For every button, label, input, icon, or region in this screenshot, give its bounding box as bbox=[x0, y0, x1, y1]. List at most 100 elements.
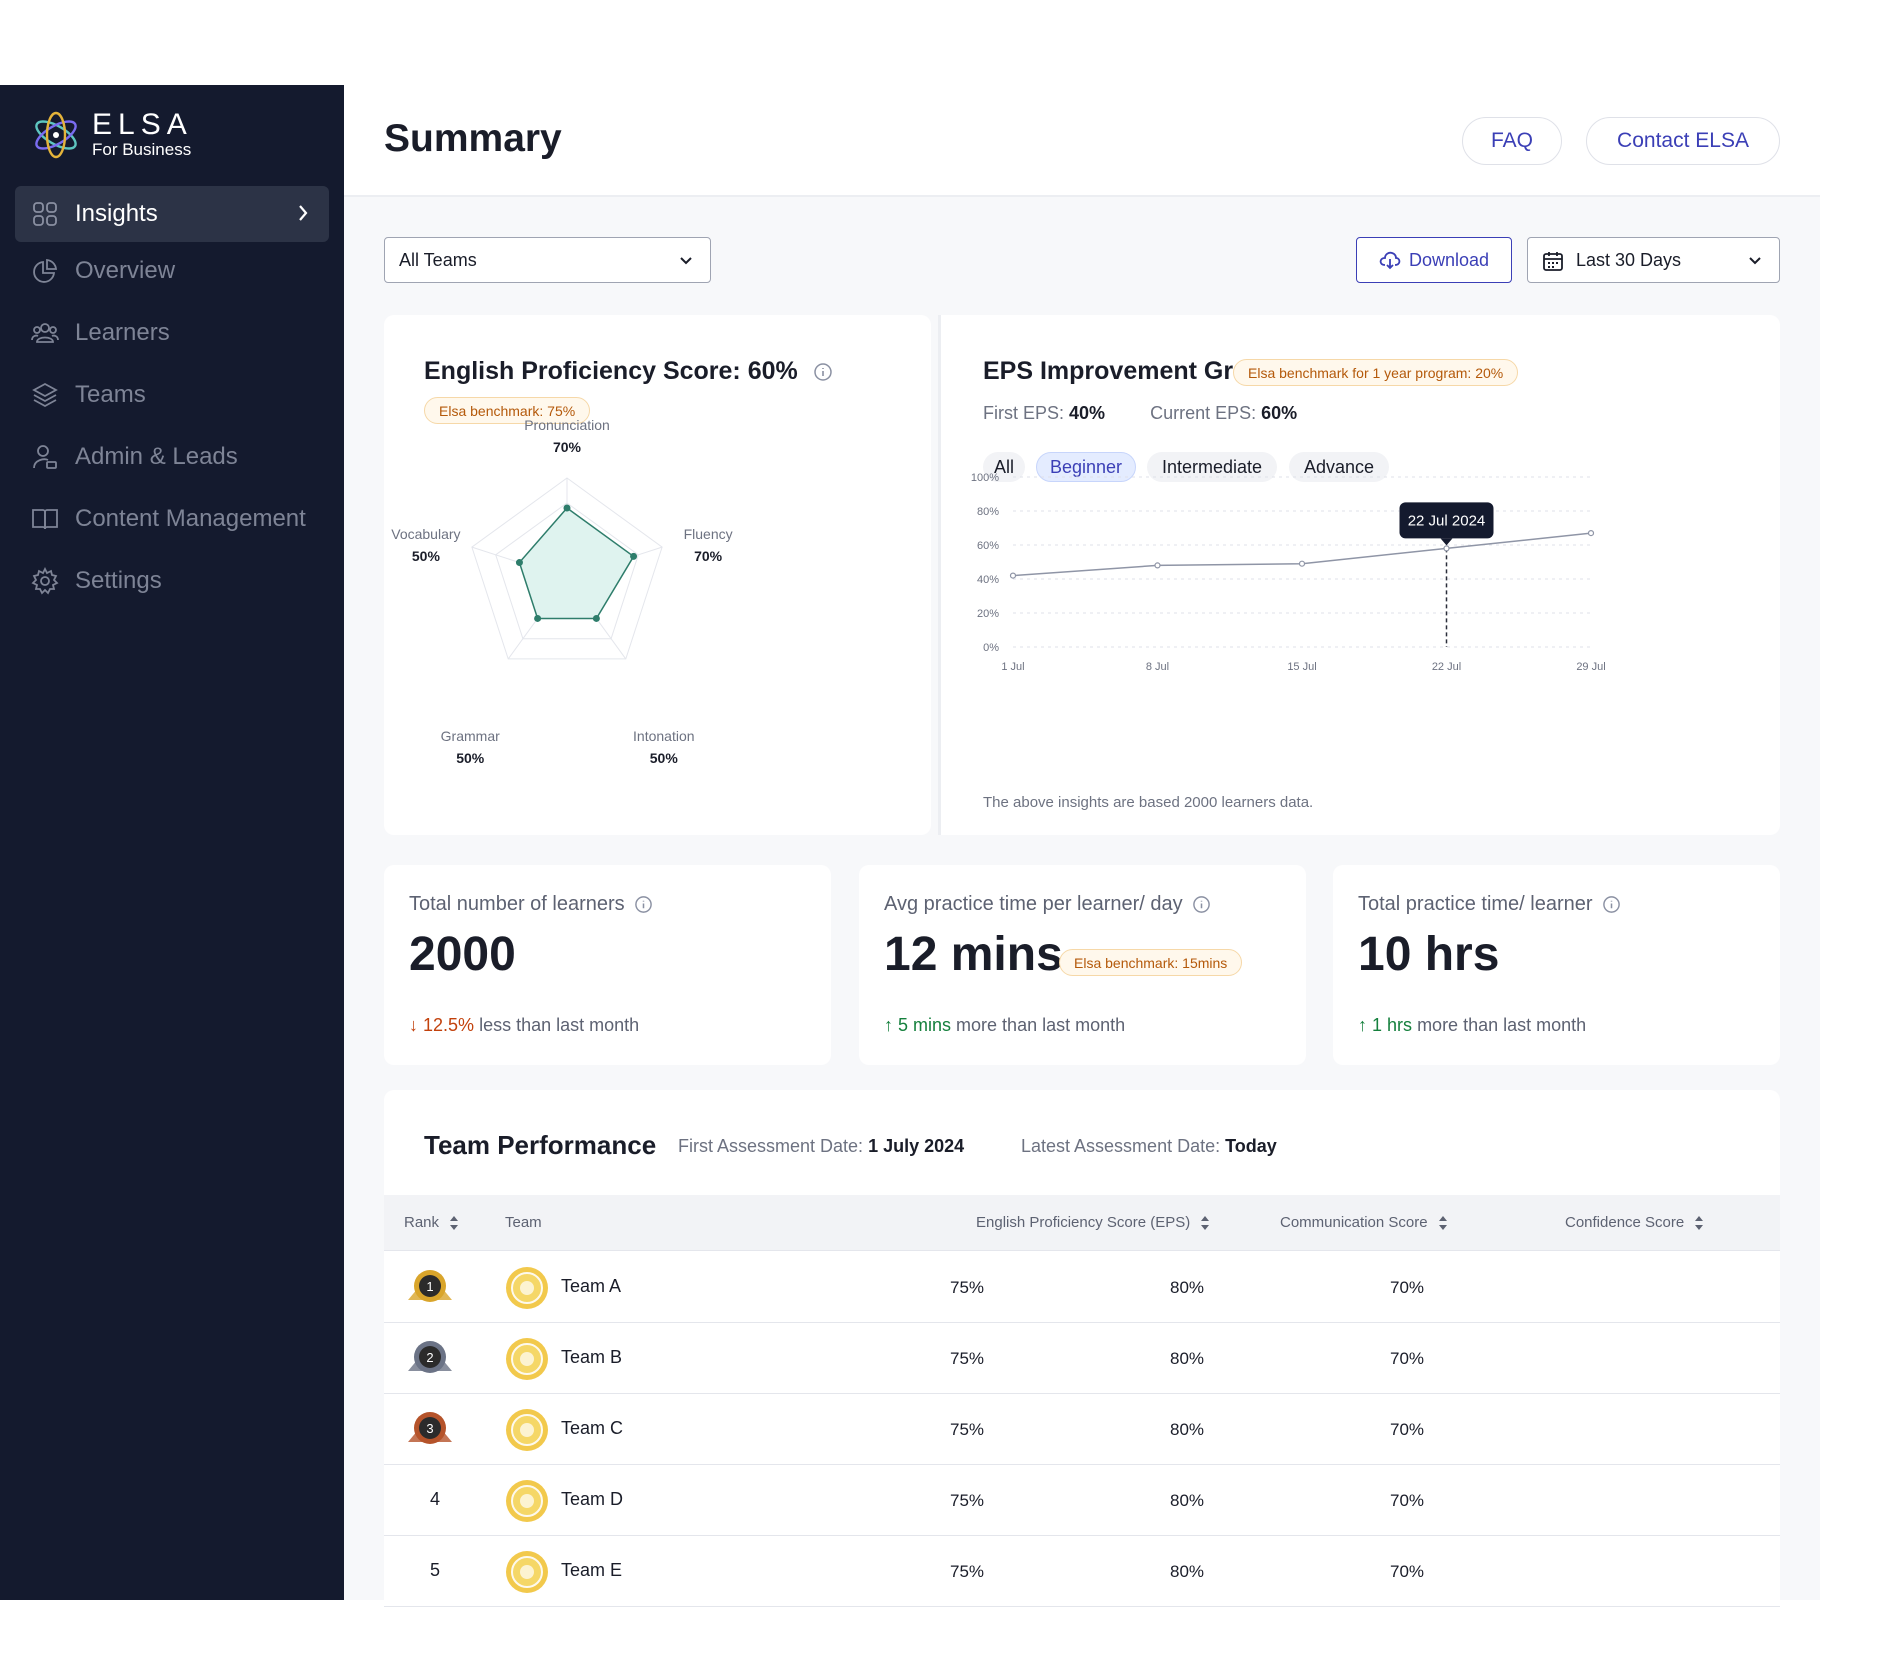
data-point bbox=[1587, 530, 1595, 537]
admin-icon bbox=[31, 443, 59, 471]
faq-button[interactable]: FAQ bbox=[1462, 117, 1562, 165]
sidebar-item-label: Learners bbox=[75, 319, 170, 346]
table-row[interactable]: 3 Team C 75% 80% 70% bbox=[384, 1394, 1780, 1465]
sidebar-item-learners[interactable]: Learners bbox=[15, 304, 329, 362]
date-range-value: Last 30 Days bbox=[1576, 249, 1682, 270]
latest-assessment: Latest Assessment Date: Today bbox=[1021, 1136, 1277, 1157]
col-label: English Proficiency Score (EPS) bbox=[976, 1214, 1191, 1231]
x-axis-ticks: 1 Jul 8 Jul 15 Jul 22 Jul 29 Jul bbox=[1001, 661, 1605, 673]
pie-chart-icon bbox=[31, 257, 59, 285]
col-label: Confidence Score bbox=[1565, 1214, 1685, 1231]
sidebar-item-label: Admin & Leads bbox=[75, 443, 238, 470]
col-communication[interactable]: Communication Score bbox=[1280, 1214, 1448, 1231]
team-name: Team A bbox=[561, 1276, 622, 1296]
data-point bbox=[1443, 545, 1450, 552]
sort-icon bbox=[1201, 1215, 1210, 1230]
x-tick-label: 29 Jul bbox=[1576, 661, 1605, 673]
main-content: Summary FAQ Contact ELSA All Teams Downl… bbox=[344, 85, 1820, 1607]
filter-pill-all[interactable]: All bbox=[983, 452, 1025, 482]
arrow-up-icon: ↑ bbox=[884, 1015, 893, 1035]
sidebar-item-admin-leads[interactable]: Admin & Leads bbox=[15, 428, 329, 486]
radar-axis-value: 70% bbox=[553, 439, 582, 455]
radar-point bbox=[592, 614, 600, 622]
stat-label-text: Avg practice time per learner/ day bbox=[884, 893, 1183, 915]
eps-card: English Proficiency Score: 60% Elsa benc… bbox=[384, 315, 931, 835]
first-assessment: First Assessment Date: 1 July 2024 bbox=[678, 1136, 964, 1157]
table-header: Rank Team English Proficiency Score (EPS… bbox=[384, 1195, 1780, 1251]
info-icon[interactable] bbox=[1602, 895, 1621, 914]
download-button[interactable]: Download bbox=[1356, 237, 1512, 283]
rank-number: 4 bbox=[429, 1489, 440, 1509]
elsa-logo[interactable]: ELSA For Business bbox=[30, 107, 193, 163]
eps-card-title: English Proficiency Score: 60% bbox=[424, 357, 833, 386]
y-tick-label: 40% bbox=[977, 574, 999, 586]
eps-cell: 75% bbox=[949, 1278, 985, 1297]
data-point bbox=[1154, 562, 1161, 569]
latest-assessment-label: Latest Assessment Date: bbox=[1021, 1136, 1221, 1156]
col-eps[interactable]: English Proficiency Score (EPS) bbox=[976, 1214, 1210, 1231]
sidebar: ELSA For Business Insights Overview Lear… bbox=[0, 85, 344, 1600]
table-row[interactable]: 5 Team E 75% 80% 70% bbox=[384, 1536, 1780, 1607]
communication-cell: 80% bbox=[1169, 1491, 1205, 1510]
info-icon[interactable] bbox=[813, 362, 833, 382]
data-point bbox=[1009, 572, 1017, 579]
team-name: Team C bbox=[561, 1418, 624, 1438]
sort-icon bbox=[1695, 1215, 1704, 1230]
sidebar-item-overview[interactable]: Overview bbox=[15, 242, 329, 300]
confidence-cell: 70% bbox=[1389, 1491, 1425, 1510]
medal-rank: 2 bbox=[426, 1350, 433, 1365]
stat-label: Avg practice time per learner/ day bbox=[884, 893, 1211, 916]
stat-label: Total number of learners bbox=[409, 893, 653, 916]
stat-delta-value: 12.5% bbox=[423, 1015, 475, 1035]
info-icon[interactable] bbox=[1192, 895, 1211, 914]
download-label: Download bbox=[1408, 249, 1490, 270]
eps-cell: 75% bbox=[949, 1349, 985, 1368]
y-tick-label: 60% bbox=[977, 540, 999, 552]
stat-value: 10 hrs bbox=[1358, 928, 1500, 981]
confidence-cell: 70% bbox=[1389, 1420, 1425, 1439]
latest-assessment-value: Today bbox=[1225, 1136, 1277, 1156]
sidebar-item-content-management[interactable]: Content Management bbox=[15, 490, 329, 548]
sidebar-item-settings[interactable]: Settings bbox=[15, 552, 329, 610]
confidence-cell: 70% bbox=[1389, 1349, 1425, 1368]
contact-elsa-button[interactable]: Contact ELSA bbox=[1586, 117, 1780, 165]
users-icon bbox=[31, 319, 59, 347]
stat-card-learners: Total number of learners 2000 ↓ 12.5% le… bbox=[384, 865, 831, 1065]
stat-delta-text: less than last month bbox=[479, 1015, 640, 1035]
team-avatar-icon bbox=[506, 1267, 548, 1309]
sidebar-nav: Insights Overview Learners Teams Admi bbox=[15, 186, 329, 614]
arrow-down-icon: ↓ bbox=[409, 1015, 418, 1035]
x-tick-label: 8 Jul bbox=[1146, 661, 1169, 673]
col-confidence[interactable]: Confidence Score bbox=[1565, 1214, 1704, 1231]
filter-pill-advance[interactable]: Advance bbox=[1289, 452, 1389, 482]
team-performance-title: Team Performance bbox=[424, 1130, 657, 1160]
info-icon[interactable] bbox=[634, 895, 653, 914]
current-eps-value: 60% bbox=[1261, 403, 1298, 423]
arrow-up-icon: ↑ bbox=[1358, 1015, 1367, 1035]
table-row[interactable]: 2 Team B 75% 80% 70% bbox=[384, 1323, 1780, 1394]
radar-axis-value: 70% bbox=[694, 548, 723, 564]
col-rank[interactable]: Rank bbox=[404, 1214, 459, 1231]
team-avatar-icon bbox=[506, 1551, 548, 1593]
eps-summary: First EPS: 40% Current EPS: 60% bbox=[983, 403, 1337, 424]
table-row[interactable]: 1 Team A 75% 80% 70% bbox=[384, 1252, 1780, 1323]
teams-select[interactable]: All Teams bbox=[384, 237, 711, 283]
radar-grid-ring bbox=[471, 477, 663, 660]
radar-axis-label: Fluency bbox=[684, 526, 733, 542]
eps-cell: 75% bbox=[949, 1562, 985, 1581]
sidebar-item-teams[interactable]: Teams bbox=[15, 366, 329, 424]
table-row[interactable]: 4 Team D 75% 80% 70% bbox=[384, 1465, 1780, 1536]
radar-axis-value: 50% bbox=[650, 750, 679, 766]
stat-label-text: Total number of learners bbox=[409, 893, 625, 915]
teams-select-value: All Teams bbox=[399, 249, 477, 270]
stat-delta: ↑ 1 hrs more than last month bbox=[1358, 1015, 1586, 1036]
y-tick-label: 100% bbox=[971, 472, 999, 484]
sidebar-item-insights[interactable]: Insights bbox=[15, 186, 329, 242]
radar-axis-value: 50% bbox=[456, 750, 485, 766]
eps-cell: 75% bbox=[949, 1420, 985, 1439]
page-title: Summary bbox=[384, 117, 562, 160]
data-point bbox=[1298, 560, 1306, 567]
stat-delta: ↑ 5 mins more than last month bbox=[884, 1015, 1125, 1036]
date-range-select[interactable]: Last 30 Days bbox=[1527, 237, 1780, 283]
communication-cell: 80% bbox=[1169, 1562, 1205, 1581]
